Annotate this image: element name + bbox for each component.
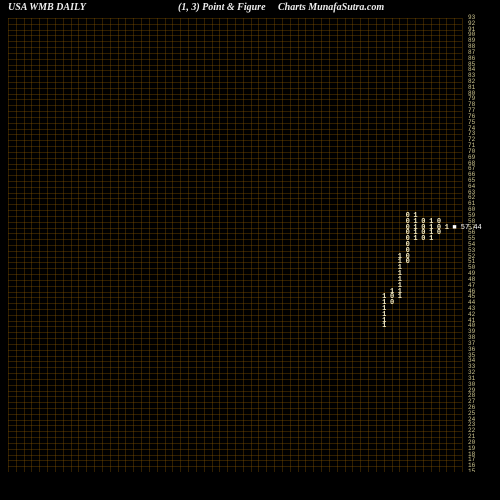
grid-line-v: [125, 18, 126, 472]
grid-line-v: [63, 18, 64, 472]
pf-x-symbol: 1: [381, 294, 388, 301]
grid-line-v: [360, 18, 361, 472]
grid-line-v: [329, 18, 330, 472]
grid-line-v: [133, 18, 134, 472]
grid-line-v: [321, 18, 322, 472]
grid-line-v: [384, 18, 385, 472]
grid-line-v: [188, 18, 189, 472]
grid-line-v: [352, 18, 353, 472]
chart-header: USA WMB DAILY (1, 3) Point & Figure Char…: [8, 2, 492, 16]
grid-line-v: [86, 18, 87, 472]
grid-line-v: [227, 18, 228, 472]
grid-line-v: [454, 18, 455, 472]
grid-line-v: [235, 18, 236, 472]
grid-line-v: [196, 18, 197, 472]
pf-o-symbol: 0: [436, 219, 443, 226]
pf-x-symbol: 1: [428, 219, 435, 226]
grid-line-v: [243, 18, 244, 472]
grid-line-v: [94, 18, 95, 472]
grid-line-v: [368, 18, 369, 472]
header-chart-type: (1, 3) Point & Figure: [178, 2, 266, 13]
pf-x-symbol: 1: [396, 254, 403, 261]
grid-line-v: [212, 18, 213, 472]
grid-line-v: [172, 18, 173, 472]
pf-x-symbol: 1: [412, 213, 419, 220]
grid-line-v: [462, 18, 463, 472]
grid-line-v: [313, 18, 314, 472]
lower-band: [0, 472, 500, 500]
grid-line-v: [274, 18, 275, 472]
grid-line-v: [219, 18, 220, 472]
grid-line-v: [392, 18, 393, 472]
pf-o-symbol: 0: [404, 213, 411, 220]
grid-line-v: [337, 18, 338, 472]
chart-container: USA WMB DAILY (1, 3) Point & Figure Char…: [0, 0, 500, 500]
grid-line-v: [399, 18, 400, 472]
y-axis: 9392919089888786858483828180797877767574…: [468, 18, 498, 472]
grid-line-v: [8, 18, 9, 472]
grid-line-v: [24, 18, 25, 472]
pf-o-symbol: 0: [420, 219, 427, 226]
grid-line-v: [298, 18, 299, 472]
grid-line-v: [431, 18, 432, 472]
grid-line-v: [55, 18, 56, 472]
pf-x-symbol: 1: [389, 289, 396, 296]
grid-line-v: [141, 18, 142, 472]
grid-line-v: [31, 18, 32, 472]
grid-line-v: [78, 18, 79, 472]
grid-line-v: [266, 18, 267, 472]
grid-line-v: [282, 18, 283, 472]
grid-line-v: [439, 18, 440, 472]
grid-line-v: [251, 18, 252, 472]
grid-line-v: [345, 18, 346, 472]
grid-line-v: [204, 18, 205, 472]
header-source: Charts MunafaSutra.com: [278, 2, 384, 13]
grid-line-v: [180, 18, 181, 472]
grid-line-v: [16, 18, 17, 472]
grid-line-v: [446, 18, 447, 472]
grid-line-v: [376, 18, 377, 472]
header-ticker: USA WMB DAILY: [8, 2, 86, 13]
grid-line-v: [47, 18, 48, 472]
grid-line-v: [39, 18, 40, 472]
point-figure-chart: 1111110011111111100000000011111000011110…: [8, 18, 462, 472]
grid-line-v: [71, 18, 72, 472]
grid-line-v: [415, 18, 416, 472]
grid-line-v: [157, 18, 158, 472]
grid-line-v: [423, 18, 424, 472]
grid-line-v: [118, 18, 119, 472]
grid-line-v: [165, 18, 166, 472]
grid-line-v: [102, 18, 103, 472]
grid-line-v: [290, 18, 291, 472]
pf-x-symbol: 1: [443, 225, 450, 232]
grid-line-v: [305, 18, 306, 472]
grid-line-v: [110, 18, 111, 472]
grid-line-v: [149, 18, 150, 472]
grid-line-v: [258, 18, 259, 472]
